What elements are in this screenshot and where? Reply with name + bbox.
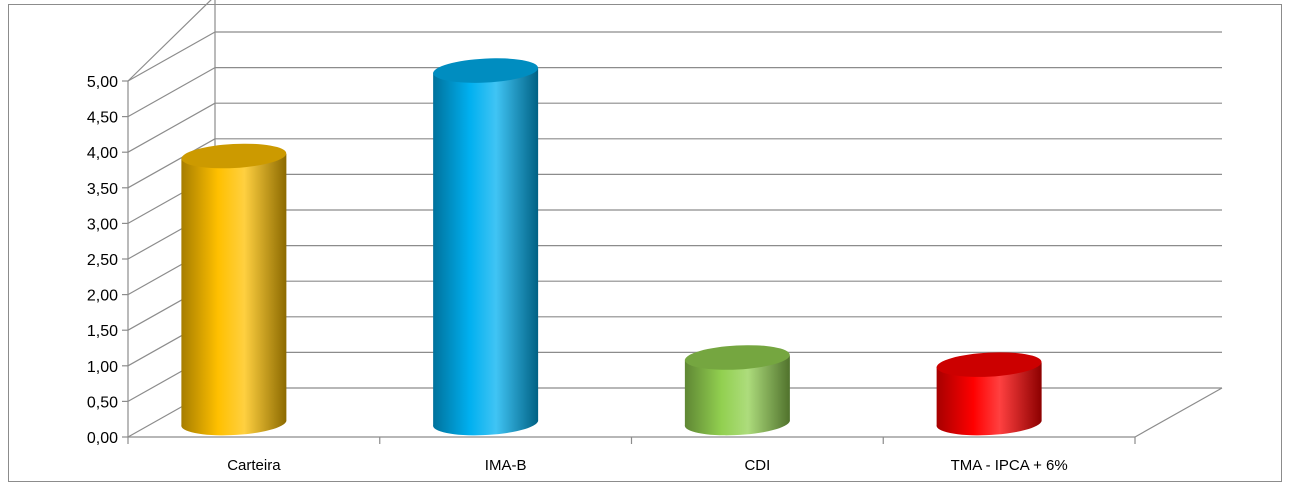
bar-3: [684, 345, 790, 436]
x-tick-label: IMA-B: [485, 457, 527, 474]
x-tick-label: CDI: [744, 457, 770, 474]
y-tick-label: 3,00: [87, 216, 118, 233]
gridline-side: [127, 31, 216, 82]
y-tick-label: 0,50: [87, 394, 118, 411]
side-wall-top-edge: [127, 0, 212, 82]
gridline-side: [127, 67, 216, 118]
floor-right-edge: [1134, 387, 1223, 438]
bar-body: [181, 154, 287, 436]
bar-2: [433, 58, 539, 436]
y-tick-label: 2,00: [87, 288, 118, 305]
category-labels: Carteira IMA-B CDI TMA - IPCA + 6%: [227, 457, 1067, 474]
bar-1: [181, 143, 287, 436]
y-tick-label: 1,00: [87, 359, 118, 376]
y-tick-label: 1,50: [87, 323, 118, 340]
gridlines: [127, 31, 1222, 438]
y-tick-labels: 0,00 0,50 1,00 1,50 2,00 2,50 3,00 3,50 4,00 4,50…: [87, 74, 118, 447]
y-tick-label: 0,00: [87, 430, 118, 447]
y-tick-label: 2,50: [87, 252, 118, 269]
bar-body: [936, 362, 1042, 436]
gridline-side: [127, 102, 216, 153]
y-tick-label: 5,00: [87, 74, 118, 91]
chart-walls: [127, 0, 216, 388]
y-tick-label: 4,50: [87, 110, 118, 127]
bar-body: [433, 68, 539, 436]
x-tick-label: TMA - IPCA + 6%: [951, 457, 1068, 474]
bar-cap: [684, 345, 790, 370]
bars: [181, 58, 1042, 436]
x-tick-label: Carteira: [227, 457, 281, 474]
y-tick-label: 4,00: [87, 145, 118, 162]
bar-cap: [433, 58, 539, 83]
bar-4: [936, 352, 1042, 436]
bar-cap: [181, 143, 287, 169]
axes: [122, 80, 1223, 444]
bar-body: [684, 355, 790, 436]
gridline-side: [127, 138, 216, 189]
bar-cap: [936, 352, 1042, 377]
y-tick-label: 3,50: [87, 181, 118, 198]
